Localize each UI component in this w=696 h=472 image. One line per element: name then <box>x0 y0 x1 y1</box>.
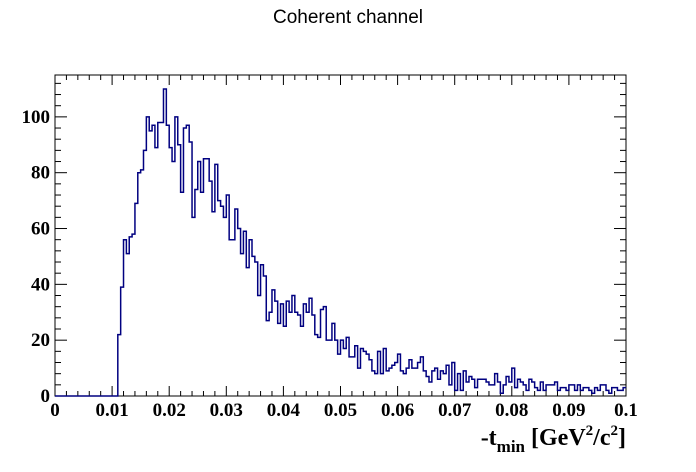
x-tick-label: 0.08 <box>495 400 528 421</box>
y-tick-label: 80 <box>31 163 50 184</box>
chart-title: Coherent channel <box>273 7 423 28</box>
x-axis-tick-labels: 0 0.01 0.02 0.03 0.04 0.05 0.06 0.07 0.08 0.09 0.1 <box>50 400 638 421</box>
x-tick-label: 0.1 <box>614 400 638 421</box>
x-tick-label: 0.04 <box>267 400 301 421</box>
x-axis-label: -tmin [GeV2/c2] <box>481 423 626 456</box>
y-tick-label: 20 <box>31 330 50 351</box>
y-tick-label: 0 <box>41 386 51 407</box>
x-tick-label: 0.09 <box>552 400 585 421</box>
y-tick-label: 40 <box>31 274 50 295</box>
x-tick-label: 0.01 <box>95 400 128 421</box>
y-tick-label: 60 <box>31 219 50 240</box>
x-tick-label: 0.03 <box>210 400 243 421</box>
y-tick-label: 100 <box>22 107 51 128</box>
x-tick-label: 0.07 <box>438 400 472 421</box>
x-tick-label: 0 <box>50 400 60 421</box>
x-tick-label: 0.06 <box>381 400 414 421</box>
x-tick-label: 0.02 <box>153 400 186 421</box>
y-axis-tick-labels: 0 20 40 60 80 100 <box>22 107 51 407</box>
histogram-series <box>55 88 626 397</box>
x-tick-label: 0.05 <box>324 400 357 421</box>
y-axis-ticks <box>55 82 626 397</box>
